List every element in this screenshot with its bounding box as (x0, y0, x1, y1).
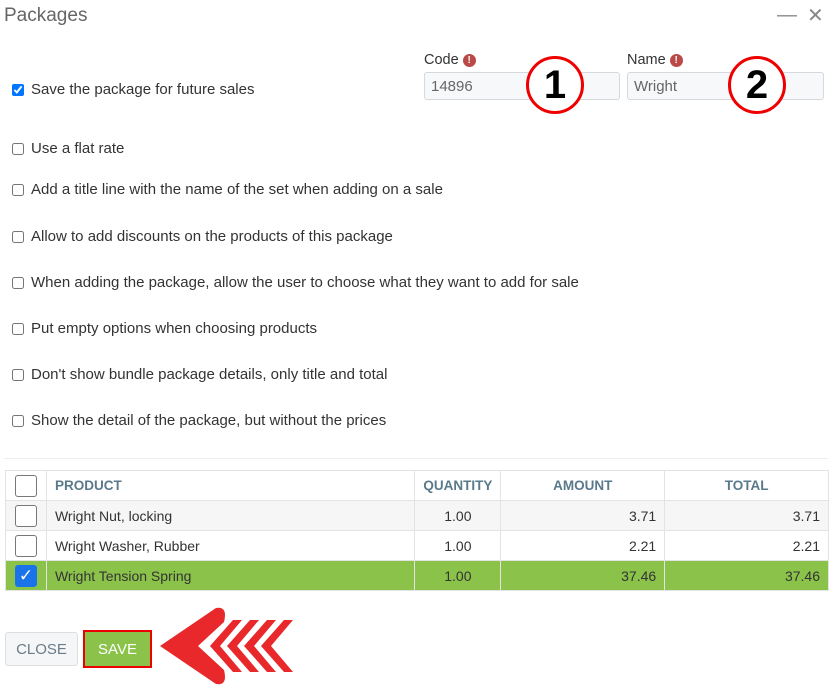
required-icon: ! (669, 53, 683, 67)
checkbox[interactable] (12, 83, 24, 96)
header-total[interactable]: TOTAL (664, 470, 829, 501)
close-button[interactable]: CLOSE (5, 632, 78, 666)
option-label: Add a title line with the name of the se… (31, 181, 443, 198)
option-user-choose[interactable]: When adding the package, allow the user … (12, 274, 579, 291)
product-cell: Wright Nut, locking (45, 500, 416, 531)
row-checkbox[interactable] (14, 504, 37, 527)
table-row[interactable]: Wright Washer, Rubber 1.00 2.21 2.21 (5, 530, 829, 561)
required-icon: ! (462, 53, 476, 67)
checkbox[interactable] (12, 142, 24, 155)
annotation-marker-1: 1 (526, 56, 584, 114)
option-detail-no-prices[interactable]: Show the detail of the package, but with… (12, 412, 386, 429)
select-all-checkbox[interactable] (14, 474, 37, 497)
option-label: Show the detail of the package, but with… (31, 412, 387, 429)
code-label-text: Code (424, 52, 459, 68)
annotation-marker-2: 2 (728, 56, 786, 114)
checkbox[interactable] (12, 414, 24, 427)
close-icon[interactable]: ✕ (807, 5, 824, 27)
quantity-cell: 1.00 (414, 560, 502, 591)
checkbox[interactable] (12, 368, 24, 381)
checkbox[interactable] (12, 230, 24, 243)
minimize-icon[interactable]: — (777, 4, 797, 26)
total-cell: 3.71 (664, 500, 829, 531)
header-amount[interactable]: AMOUNT (500, 470, 666, 501)
window-title: Packages (4, 5, 88, 26)
option-allow-discounts[interactable]: Allow to add discounts on the products o… (12, 228, 393, 245)
arrow-pointer-icon (160, 607, 293, 685)
divider (4, 458, 828, 459)
checkbox[interactable] (12, 276, 24, 289)
row-checkbox-checked[interactable]: ✓ (14, 564, 37, 587)
quantity-cell: 1.00 (414, 500, 502, 531)
option-label: Save the package for future sales (31, 81, 255, 98)
checkbox[interactable] (12, 183, 24, 196)
total-cell: 37.46 (664, 560, 829, 591)
option-title-line[interactable]: Add a title line with the name of the se… (12, 181, 443, 198)
option-save-package[interactable]: Save the package for future sales (12, 81, 254, 98)
option-label: When adding the package, allow the user … (31, 274, 579, 291)
option-label: Don't show bundle package details, only … (31, 366, 388, 383)
option-flat-rate[interactable]: Use a flat rate (12, 140, 124, 157)
option-label: Use a flat rate (31, 140, 125, 157)
code-label: Code! (424, 52, 476, 68)
header-quantity[interactable]: QUANTITY (414, 470, 502, 501)
header-product[interactable]: PRODUCT (45, 470, 416, 501)
checkbox[interactable] (12, 322, 24, 335)
amount-cell: 37.46 (500, 560, 666, 591)
name-label-text: Name (627, 52, 666, 68)
option-hide-details[interactable]: Don't show bundle package details, only … (12, 366, 387, 383)
table-header: PRODUCT QUANTITY AMOUNT TOTAL (5, 470, 829, 501)
quantity-cell: 1.00 (414, 530, 502, 561)
code-input[interactable] (424, 72, 620, 100)
total-cell: 2.21 (664, 530, 829, 561)
product-cell: Wright Tension Spring (45, 560, 416, 591)
name-label: Name! (627, 52, 683, 68)
option-empty-options[interactable]: Put empty options when choosing products (12, 320, 317, 337)
option-label: Put empty options when choosing products (31, 320, 318, 337)
name-input[interactable] (627, 72, 824, 100)
option-label: Allow to add discounts on the products o… (31, 228, 393, 245)
products-table: PRODUCT QUANTITY AMOUNT TOTAL Wright Nut… (5, 470, 829, 591)
product-cell: Wright Washer, Rubber (45, 530, 416, 561)
amount-cell: 3.71 (500, 500, 666, 531)
save-button[interactable]: SAVE (83, 630, 152, 668)
table-row-selected[interactable]: ✓ Wright Tension Spring 1.00 37.46 37.46 (5, 560, 829, 591)
row-checkbox[interactable] (14, 534, 37, 557)
table-row[interactable]: Wright Nut, locking 1.00 3.71 3.71 (5, 500, 829, 531)
amount-cell: 2.21 (500, 530, 666, 561)
